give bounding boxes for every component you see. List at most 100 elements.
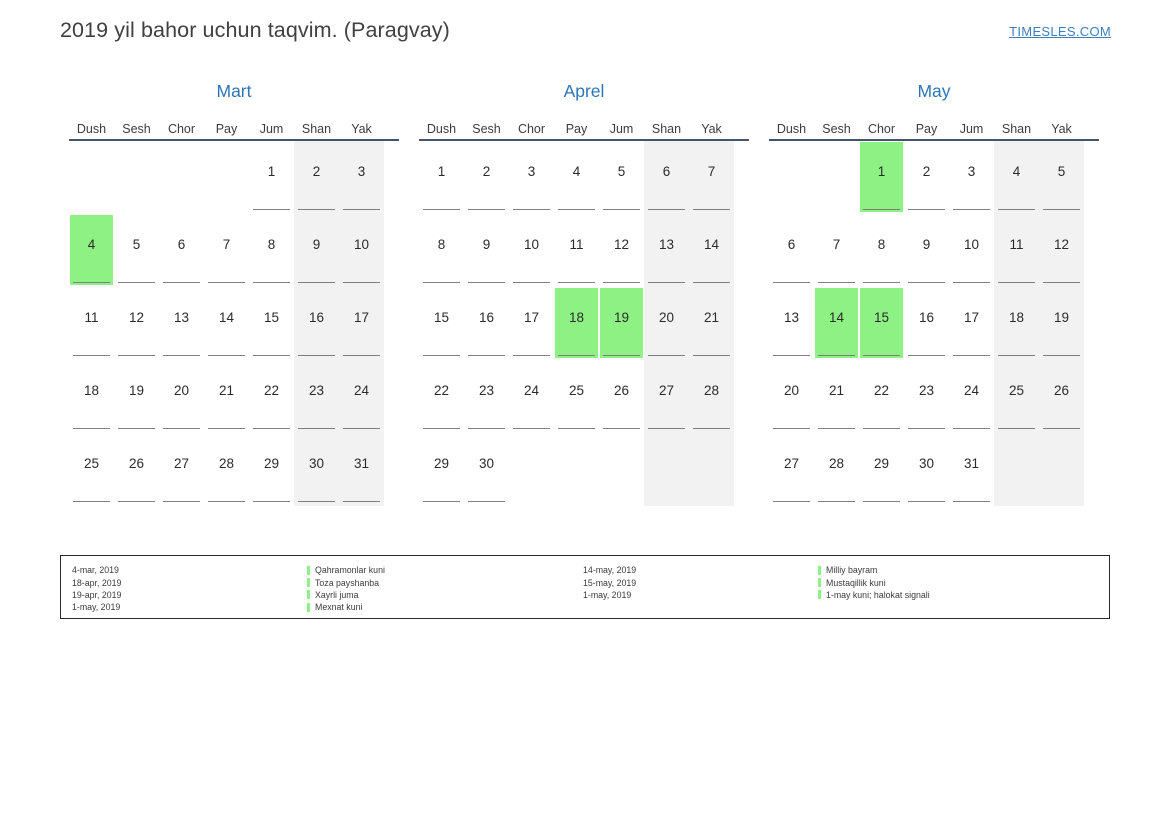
day-cell[interactable]: 11 xyxy=(994,214,1039,287)
day-cell[interactable]: 22 xyxy=(859,360,904,433)
legend-label: 1-may kuni; halokat signali xyxy=(826,589,930,600)
weekday-label-chor: Chor xyxy=(517,122,546,136)
day-cell[interactable]: 12 xyxy=(1039,214,1084,287)
day-cell[interactable]: 8 xyxy=(249,214,294,287)
day-cell[interactable]: 18 xyxy=(69,360,114,433)
day-cell[interactable]: 23 xyxy=(464,360,509,433)
day-cell[interactable]: 23 xyxy=(294,360,339,433)
day-cell[interactable]: 5 xyxy=(1039,141,1084,214)
day-cell[interactable]: 17 xyxy=(949,287,994,360)
day-cell[interactable]: 28 xyxy=(689,360,734,433)
day-cell[interactable]: 3 xyxy=(339,141,384,214)
day-cell[interactable]: 23 xyxy=(904,360,949,433)
day-cell[interactable]: 22 xyxy=(249,360,294,433)
day-cell[interactable]: 19 xyxy=(114,360,159,433)
day-cell[interactable]: 31 xyxy=(949,433,994,506)
day-cell[interactable]: 24 xyxy=(339,360,384,433)
day-cell[interactable]: 8 xyxy=(419,214,464,287)
day-cell[interactable]: 20 xyxy=(159,360,204,433)
day-cell[interactable]: 4 xyxy=(554,141,599,214)
day-cell[interactable]: 21 xyxy=(204,360,249,433)
day-cell[interactable]: 15 xyxy=(249,287,294,360)
day-cell[interactable]: 13 xyxy=(644,214,689,287)
day-cell[interactable]: 16 xyxy=(294,287,339,360)
day-cell[interactable]: 26 xyxy=(114,433,159,506)
day-cell-rule xyxy=(648,355,685,356)
day-cell[interactable]: 7 xyxy=(689,141,734,214)
day-cell[interactable]: 9 xyxy=(294,214,339,287)
day-number: 21 xyxy=(828,383,845,398)
day-cell[interactable]: 3 xyxy=(509,141,554,214)
day-cell[interactable]: 25 xyxy=(994,360,1039,433)
day-cell[interactable]: 18 xyxy=(994,287,1039,360)
day-cell[interactable]: 11 xyxy=(69,287,114,360)
day-cell[interactable]: 29 xyxy=(859,433,904,506)
day-cell[interactable]: 19 xyxy=(599,287,644,360)
day-cell[interactable]: 6 xyxy=(644,141,689,214)
day-cell[interactable]: 27 xyxy=(159,433,204,506)
day-cell[interactable]: 1 xyxy=(859,141,904,214)
day-cell[interactable]: 5 xyxy=(599,141,644,214)
day-cell[interactable]: 26 xyxy=(599,360,644,433)
day-cell[interactable]: 27 xyxy=(644,360,689,433)
site-brand-link[interactable]: TIMESLES.COM xyxy=(1009,24,1111,39)
day-cell[interactable]: 1 xyxy=(249,141,294,214)
day-cell[interactable]: 30 xyxy=(464,433,509,506)
day-cell[interactable]: 25 xyxy=(554,360,599,433)
day-cell[interactable]: 16 xyxy=(904,287,949,360)
day-cell[interactable]: 12 xyxy=(114,287,159,360)
day-cell[interactable]: 6 xyxy=(769,214,814,287)
day-cell[interactable]: 24 xyxy=(509,360,554,433)
day-cell[interactable]: 17 xyxy=(339,287,384,360)
day-cell[interactable]: 4 xyxy=(69,214,114,287)
day-cell[interactable]: 14 xyxy=(204,287,249,360)
day-cell-rule xyxy=(773,428,810,429)
day-cell-rule xyxy=(953,282,990,283)
day-cell[interactable]: 21 xyxy=(689,287,734,360)
day-cell[interactable]: 29 xyxy=(249,433,294,506)
day-cell[interactable]: 2 xyxy=(904,141,949,214)
day-cell[interactable]: 8 xyxy=(859,214,904,287)
day-cell[interactable]: 15 xyxy=(859,287,904,360)
day-cell[interactable]: 7 xyxy=(204,214,249,287)
day-cell[interactable]: 29 xyxy=(419,433,464,506)
day-cell[interactable]: 10 xyxy=(339,214,384,287)
day-cell[interactable]: 25 xyxy=(69,433,114,506)
day-cell[interactable]: 10 xyxy=(509,214,554,287)
day-cell[interactable]: 31 xyxy=(339,433,384,506)
day-cell[interactable]: 21 xyxy=(814,360,859,433)
day-cell[interactable]: 9 xyxy=(464,214,509,287)
day-cell[interactable]: 7 xyxy=(814,214,859,287)
day-cell[interactable]: 13 xyxy=(159,287,204,360)
day-cell[interactable]: 9 xyxy=(904,214,949,287)
day-cell[interactable]: 14 xyxy=(814,287,859,360)
day-cell[interactable]: 16 xyxy=(464,287,509,360)
day-cell[interactable]: 27 xyxy=(769,433,814,506)
day-cell[interactable]: 4 xyxy=(994,141,1039,214)
day-cell[interactable]: 18 xyxy=(554,287,599,360)
day-cell-rule xyxy=(163,355,200,356)
day-cell[interactable]: 3 xyxy=(949,141,994,214)
day-cell[interactable]: 22 xyxy=(419,360,464,433)
day-cell[interactable]: 1 xyxy=(419,141,464,214)
day-cell[interactable]: 13 xyxy=(769,287,814,360)
day-cell[interactable]: 2 xyxy=(464,141,509,214)
day-cell[interactable]: 26 xyxy=(1039,360,1084,433)
day-cell[interactable]: 20 xyxy=(644,287,689,360)
day-cell[interactable]: 28 xyxy=(204,433,249,506)
day-cell[interactable]: 19 xyxy=(1039,287,1084,360)
day-cell[interactable]: 6 xyxy=(159,214,204,287)
day-cell[interactable]: 11 xyxy=(554,214,599,287)
day-cell[interactable]: 30 xyxy=(294,433,339,506)
day-cell[interactable]: 15 xyxy=(419,287,464,360)
day-cell[interactable]: 28 xyxy=(814,433,859,506)
day-cell[interactable]: 12 xyxy=(599,214,644,287)
day-cell[interactable]: 24 xyxy=(949,360,994,433)
day-cell[interactable]: 5 xyxy=(114,214,159,287)
day-cell[interactable]: 14 xyxy=(689,214,734,287)
day-cell[interactable]: 10 xyxy=(949,214,994,287)
day-cell[interactable]: 17 xyxy=(509,287,554,360)
day-cell[interactable]: 30 xyxy=(904,433,949,506)
day-cell[interactable]: 20 xyxy=(769,360,814,433)
day-cell[interactable]: 2 xyxy=(294,141,339,214)
